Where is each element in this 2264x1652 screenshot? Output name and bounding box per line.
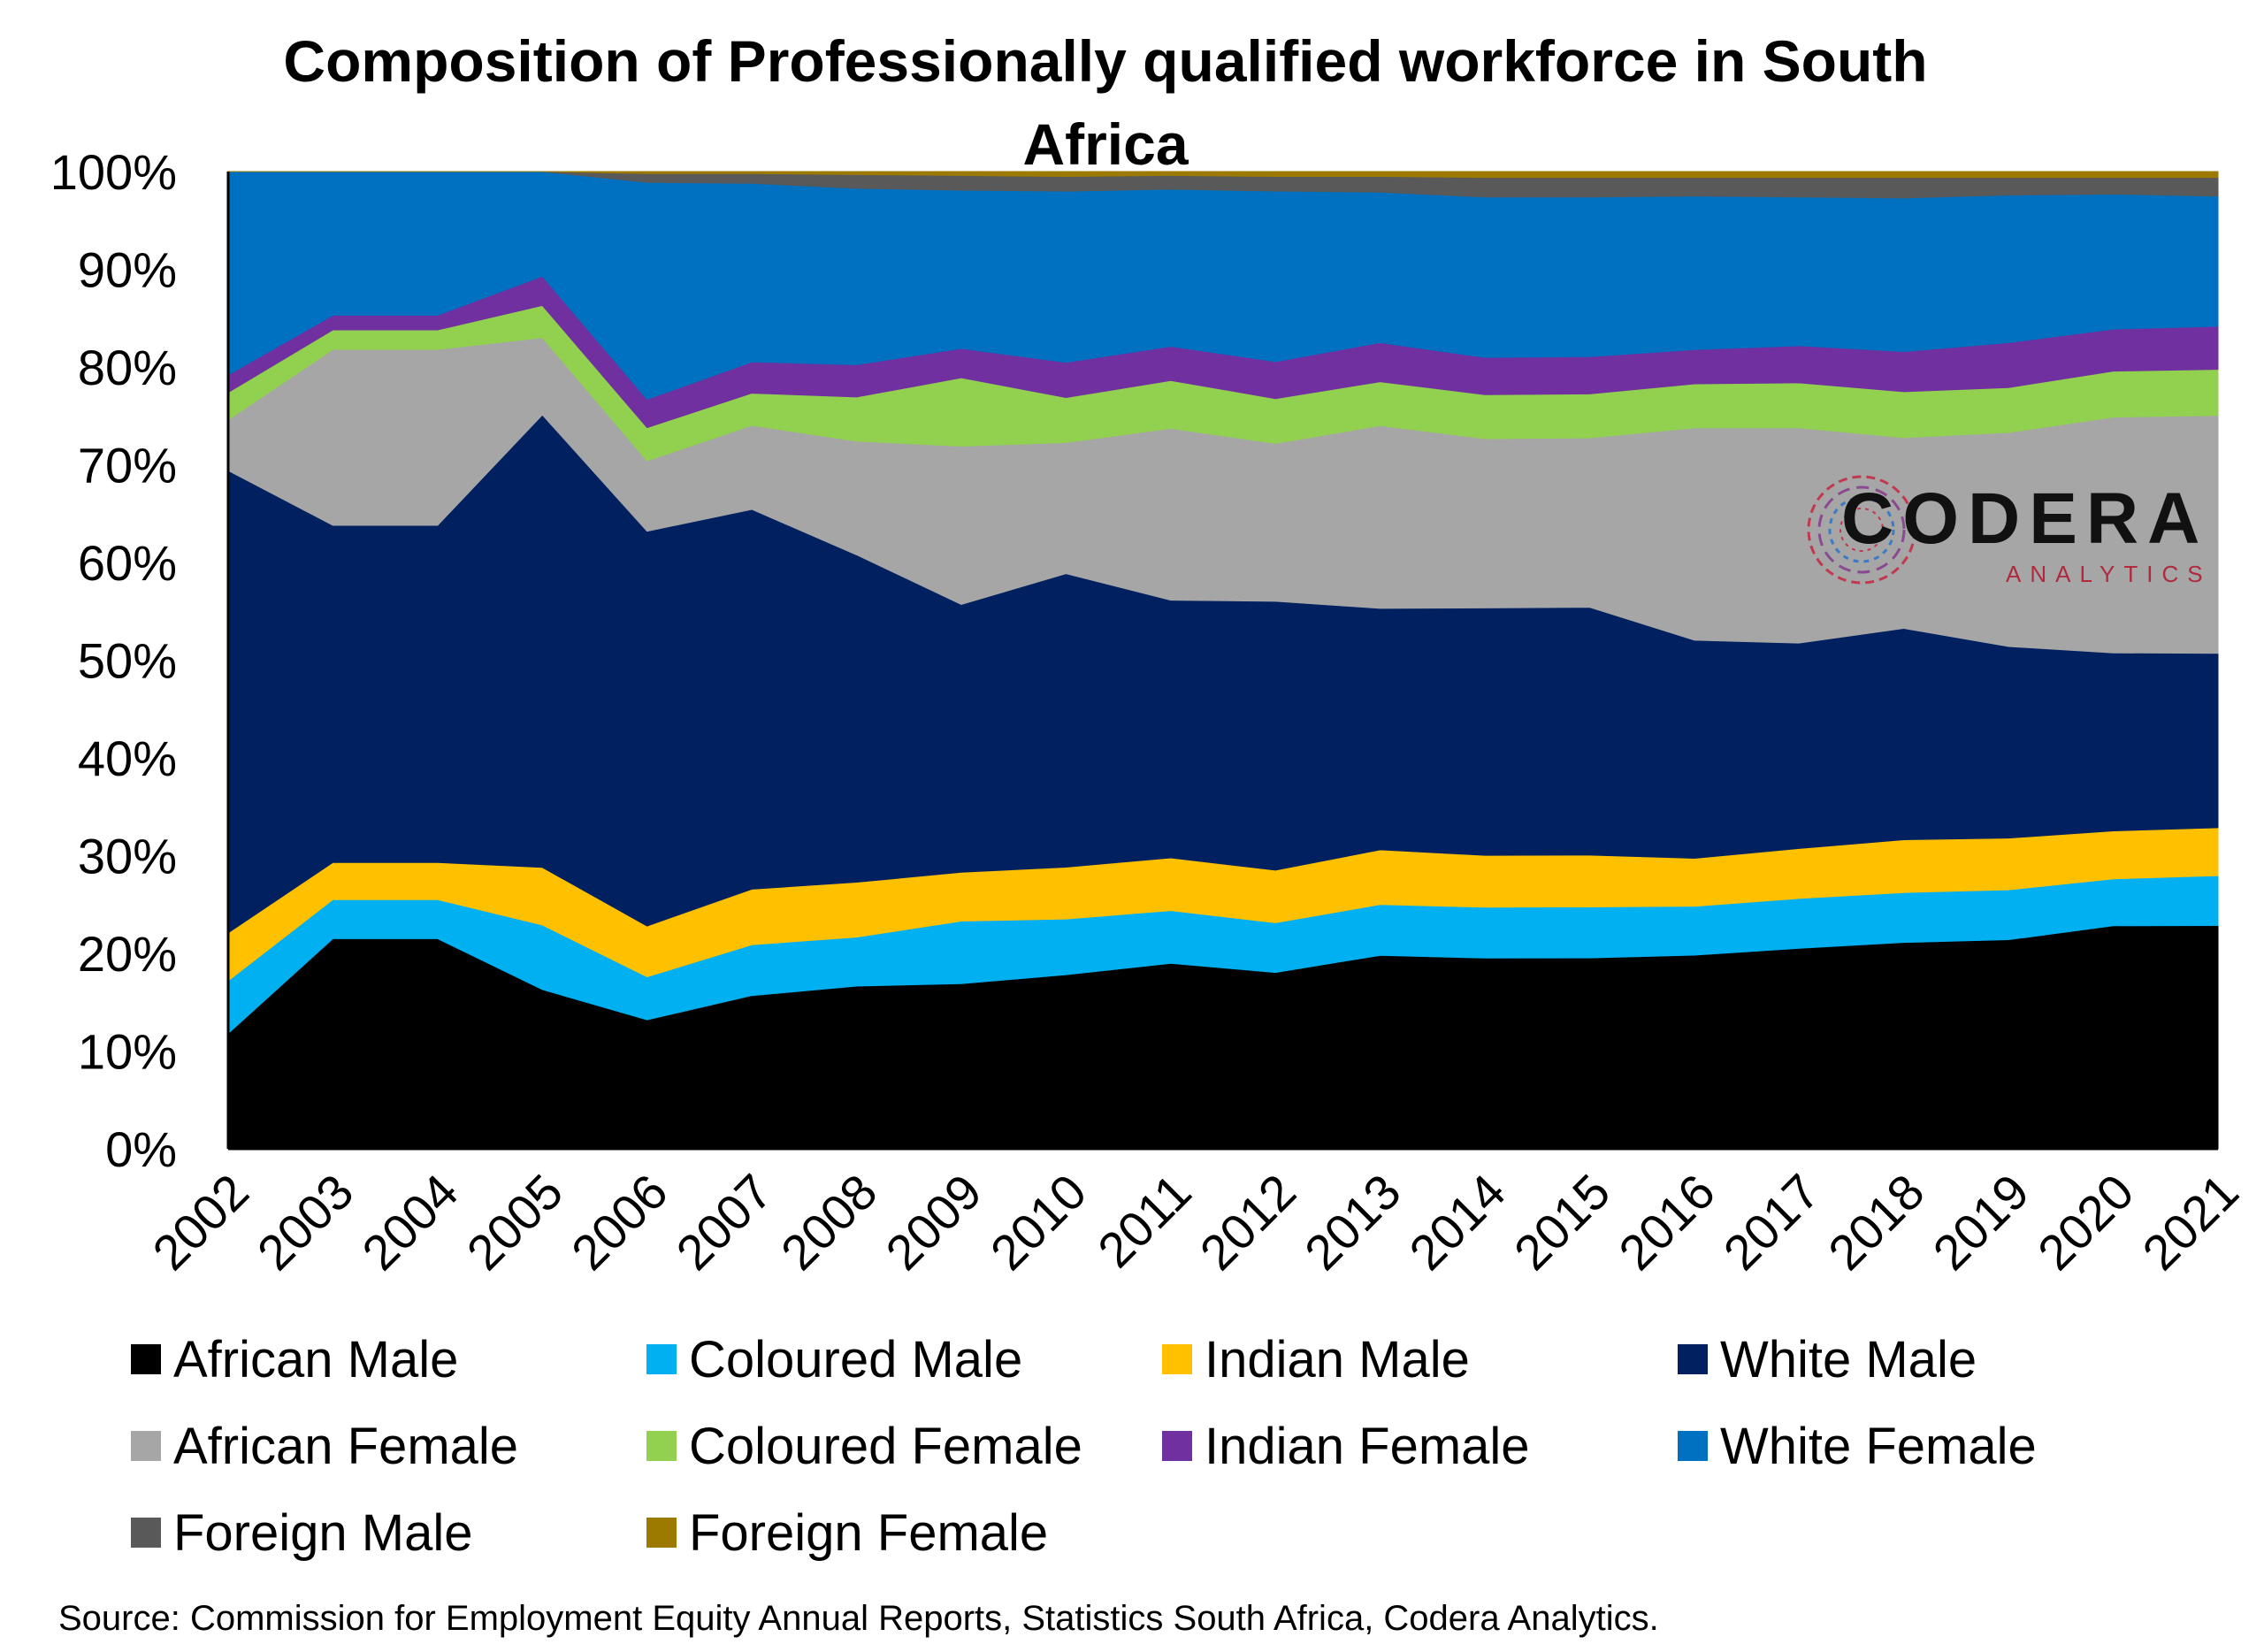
- y-tick-label: 50%: [78, 633, 177, 689]
- x-tick-label: 2010: [980, 1163, 1098, 1281]
- legend-swatch: [646, 1344, 677, 1374]
- x-tick-label: 2005: [456, 1163, 574, 1281]
- x-tick-label: 2015: [1503, 1163, 1621, 1281]
- legend-swatch: [1678, 1431, 1708, 1461]
- y-tick-label: 60%: [78, 535, 177, 591]
- legend-label: White Male: [1720, 1330, 1977, 1388]
- x-tick-label: 2017: [1713, 1163, 1831, 1281]
- legend-label: Foreign Male: [173, 1503, 473, 1562]
- y-tick-label: 20%: [78, 926, 177, 982]
- legend-label: White Female: [1720, 1417, 2037, 1475]
- y-tick-label: 30%: [78, 829, 177, 884]
- area-series-layer: [227, 171, 2219, 1150]
- y-tick-label: 80%: [78, 340, 177, 395]
- x-tick-label: 2021: [2131, 1163, 2249, 1281]
- x-tick-label: 2006: [561, 1163, 678, 1281]
- x-tick-label: 2004: [351, 1163, 469, 1281]
- legend-item: Foreign Male: [131, 1495, 646, 1570]
- legend-label: African Female: [173, 1417, 519, 1475]
- x-tick-labels: 2002200320042005200620072008200920102011…: [142, 1163, 2249, 1281]
- legend-swatch: [131, 1518, 161, 1548]
- y-tick-label: 100%: [50, 144, 177, 200]
- legend-swatch: [131, 1431, 161, 1461]
- x-tick-label: 2011: [1087, 1163, 1202, 1278]
- chart-title: Composition of Professionally qualified …: [283, 28, 1928, 177]
- logo-subtitle: ANALYTICS: [2006, 561, 2212, 587]
- x-tick-label: 2002: [142, 1163, 259, 1281]
- x-tick-label: 2020: [2027, 1163, 2145, 1281]
- legend-label: Indian Male: [1205, 1330, 1470, 1388]
- legend-item: Indian Female: [1162, 1409, 1678, 1483]
- y-tick-labels: 0% 10% 20% 30% 40% 50% 60% 70% 80% 90% 100%: [50, 144, 177, 1177]
- codera-logo: CODERA ANALYTICS: [1795, 458, 2220, 600]
- legend-swatch: [1678, 1344, 1708, 1374]
- legend-item: White Male: [1678, 1322, 2193, 1396]
- logo-wordmark: CODERA: [1841, 478, 2209, 559]
- legend-item: Foreign Female: [646, 1495, 1162, 1570]
- x-tick-label: 2009: [875, 1163, 992, 1281]
- legend-label: African Male: [173, 1330, 459, 1388]
- legend-label: Indian Female: [1205, 1417, 1530, 1475]
- x-tick-label: 2016: [1608, 1163, 1725, 1281]
- y-tick-label: 70%: [78, 438, 177, 493]
- legend-label: Foreign Female: [689, 1503, 1049, 1562]
- x-tick-label: 2008: [770, 1163, 888, 1281]
- area-foreign-female: [228, 171, 2219, 179]
- legend-label: Coloured Female: [689, 1417, 1082, 1475]
- codera-logo-mark-icon: [1807, 475, 1916, 585]
- legend-label: Coloured Male: [689, 1330, 1023, 1388]
- chart-legend: African Male Coloured Male Indian Male Whit…: [131, 1322, 2165, 1570]
- legend-item: African Male: [131, 1322, 646, 1396]
- legend-item: Indian Male: [1162, 1322, 1678, 1396]
- legend-swatch: [1162, 1344, 1192, 1374]
- y-tick-label: 10%: [78, 1024, 177, 1080]
- legend-item: Coloured Female: [646, 1409, 1162, 1483]
- axis-layer: [226, 172, 2218, 1151]
- legend-item: White Female: [1678, 1409, 2193, 1483]
- y-tick-label: 40%: [78, 730, 177, 786]
- legend-item: Coloured Male: [646, 1322, 1162, 1396]
- x-tick-label: 2012: [1189, 1163, 1307, 1281]
- source-note: Source: Commission for Employment Equity…: [58, 1599, 1659, 1638]
- x-tick-label: 2019: [1922, 1163, 2039, 1281]
- legend-swatch: [646, 1518, 677, 1548]
- x-tick-label: 2018: [1817, 1163, 1935, 1281]
- x-tick-label: 2007: [665, 1163, 783, 1281]
- y-tick-label: 0%: [105, 1121, 177, 1177]
- legend-swatch: [646, 1431, 677, 1461]
- y-tick-label: 90%: [78, 242, 177, 298]
- x-tick-label: 2014: [1398, 1163, 1516, 1281]
- x-tick-label: 2013: [1294, 1163, 1411, 1281]
- x-tick-label: 2003: [247, 1163, 364, 1281]
- legend-item: African Female: [131, 1409, 646, 1483]
- legend-swatch: [131, 1344, 161, 1374]
- legend-swatch: [1162, 1431, 1192, 1461]
